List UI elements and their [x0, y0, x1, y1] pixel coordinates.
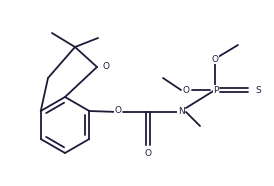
Text: O: O — [182, 86, 190, 94]
Text: O: O — [212, 54, 218, 63]
Text: S: S — [255, 86, 261, 94]
Text: N: N — [178, 107, 184, 116]
Text: P: P — [213, 86, 219, 94]
Text: O: O — [115, 105, 121, 115]
Text: O: O — [102, 62, 109, 70]
Text: O: O — [144, 148, 152, 158]
